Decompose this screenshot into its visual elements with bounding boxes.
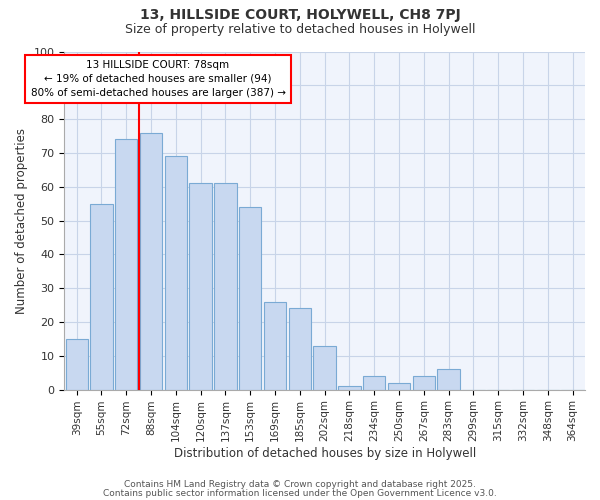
Bar bbox=[363, 376, 385, 390]
X-axis label: Distribution of detached houses by size in Holywell: Distribution of detached houses by size … bbox=[173, 447, 476, 460]
Bar bbox=[65, 339, 88, 390]
Bar bbox=[239, 207, 262, 390]
Bar bbox=[264, 302, 286, 390]
Bar bbox=[289, 308, 311, 390]
Bar bbox=[437, 370, 460, 390]
Bar bbox=[214, 184, 236, 390]
Y-axis label: Number of detached properties: Number of detached properties bbox=[15, 128, 28, 314]
Bar bbox=[115, 140, 137, 390]
Bar bbox=[313, 346, 336, 390]
Text: Contains public sector information licensed under the Open Government Licence v3: Contains public sector information licen… bbox=[103, 488, 497, 498]
Bar bbox=[165, 156, 187, 390]
Bar bbox=[413, 376, 435, 390]
Bar bbox=[388, 383, 410, 390]
Text: Contains HM Land Registry data © Crown copyright and database right 2025.: Contains HM Land Registry data © Crown c… bbox=[124, 480, 476, 489]
Bar bbox=[190, 184, 212, 390]
Bar bbox=[338, 386, 361, 390]
Text: 13 HILLSIDE COURT: 78sqm
← 19% of detached houses are smaller (94)
80% of semi-d: 13 HILLSIDE COURT: 78sqm ← 19% of detach… bbox=[31, 60, 286, 98]
Text: Size of property relative to detached houses in Holywell: Size of property relative to detached ho… bbox=[125, 22, 475, 36]
Bar bbox=[140, 132, 162, 390]
Bar bbox=[91, 204, 113, 390]
Text: 13, HILLSIDE COURT, HOLYWELL, CH8 7PJ: 13, HILLSIDE COURT, HOLYWELL, CH8 7PJ bbox=[140, 8, 460, 22]
